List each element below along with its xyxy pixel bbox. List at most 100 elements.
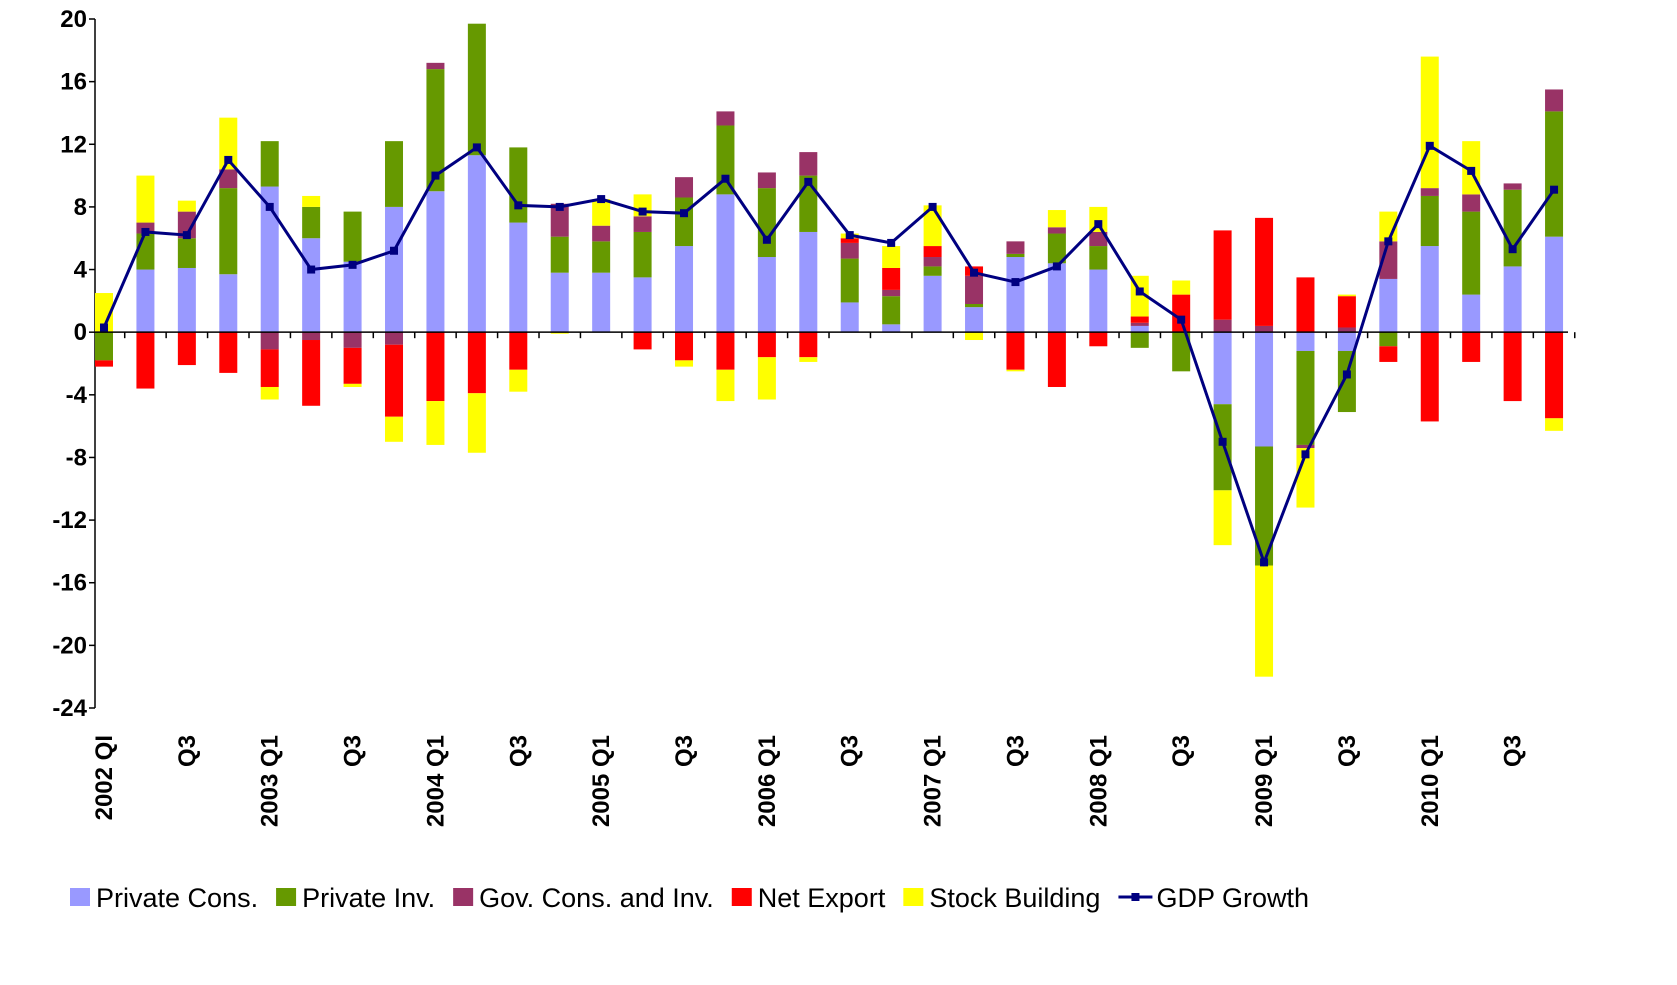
bar-segment [302,206,321,239]
line-marker [265,202,274,211]
x-tick-label: Q3 [505,735,532,767]
bar-segment [1255,565,1274,677]
bar-segment [675,197,694,247]
x-tick-label: 2010 Q1 [1417,735,1444,827]
line-marker [1177,315,1186,324]
bar-segment [882,289,901,297]
bar-segment [1296,350,1315,445]
legend-swatch [903,888,924,906]
bar-segment [923,275,942,333]
bar-segment [550,272,569,333]
bar-segment [426,401,445,445]
bar-segment [923,266,942,276]
bar-segment [177,267,196,333]
bar-segment [1462,294,1481,333]
bar-segment [882,246,901,268]
bar-segment [799,152,818,176]
line-marker [1425,141,1434,150]
line-marker [970,268,979,277]
bar-segment [1255,332,1274,447]
bar-segment [509,222,528,333]
bar-segment [840,238,859,243]
bar-segment [1047,227,1066,234]
line-marker [762,235,771,244]
legend-swatch [453,888,474,906]
bar-segment [1255,217,1274,326]
bar-segment [1337,296,1356,328]
bar-segment [1213,319,1232,333]
bar-segment [1089,332,1108,347]
bar-segment [302,332,321,341]
bar-segment [882,324,901,333]
bar-segment [757,357,776,400]
bar-segment [1503,189,1522,267]
bar-segment [95,293,113,333]
bar-segment [302,195,321,207]
bar-segment [1172,332,1191,372]
bar-segment [840,258,859,303]
bar-segment [1006,369,1025,372]
bar-segment [302,238,321,333]
bar-segment [260,349,279,387]
y-tick-label: 0 [74,319,87,346]
bar-segment [799,231,818,333]
line-marker [638,207,647,216]
bar-segment [1213,490,1232,546]
x-tick-label: Q3 [340,735,367,767]
line-marker [1550,185,1559,194]
line-marker [1011,278,1020,287]
bar-segment [467,393,486,453]
bar-segment [1296,277,1315,333]
bar-segment [1172,280,1191,295]
bar-segment [1296,444,1315,449]
bar-segment [136,332,155,389]
bar-segment [1462,211,1481,295]
bar-segment [219,332,238,373]
bar-segment [1089,231,1108,247]
line-marker [1301,450,1310,459]
bar-segment [882,267,901,290]
bar-segment [550,236,569,273]
bar-segment [1420,332,1439,422]
bar-segment [633,231,652,278]
bar-segment [426,62,445,70]
bar-segment [633,332,652,350]
bar-segment [840,302,859,333]
bar-segment [1213,332,1232,405]
x-tick-label: 2008 Q1 [1085,735,1112,827]
line-marker [1467,166,1476,175]
line [102,143,1556,567]
line-marker [1508,245,1517,254]
line-marker [307,265,316,274]
bar-segment [1337,332,1356,351]
bar-segment [592,272,611,333]
bar-segment [136,233,155,270]
x-tick-label: Q3 [1334,735,1361,767]
bar-segment [1006,253,1025,258]
bar-segment [757,257,776,333]
bar-segment [385,141,404,207]
bar-segment [260,141,279,187]
x-tick-label: Q3 [671,735,698,767]
legend-marker [1131,893,1140,901]
line-marker [224,155,233,164]
bar-segment [467,23,486,156]
bar-segment [136,175,155,223]
bar-segment [1089,206,1108,232]
line-marker [348,260,357,269]
bar-segment [1379,241,1398,279]
x-tick-label: 2009 Q1 [1251,735,1278,827]
bar-segment [95,332,113,361]
legend-swatch [276,888,297,906]
bar-segment [426,332,445,402]
bar-segment [343,347,362,384]
bar-segment [1420,246,1439,333]
bar-segment [260,386,279,400]
line-marker [597,195,606,204]
x-tick-label: Q3 [1002,735,1029,767]
y-tick-label: 8 [74,194,87,221]
bar-segment [965,303,984,308]
line-marker [928,202,937,211]
bar-segment [1213,230,1232,320]
